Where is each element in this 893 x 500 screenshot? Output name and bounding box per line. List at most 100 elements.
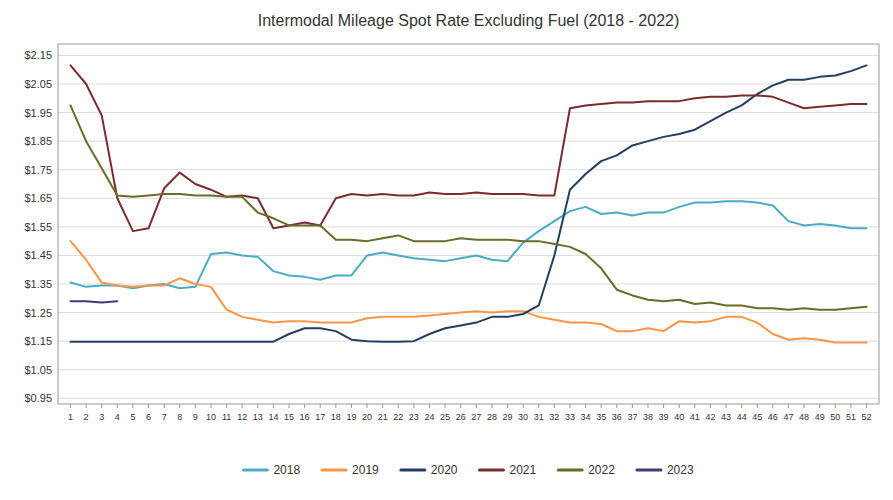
x-tick-label: 47	[783, 412, 793, 422]
x-tick	[367, 404, 368, 408]
legend-swatch	[243, 469, 267, 472]
legend-label: 2018	[273, 463, 300, 477]
x-tick	[850, 404, 851, 408]
x-tick	[70, 404, 71, 408]
x-tick-label: 51	[846, 412, 856, 422]
grid-line	[58, 84, 879, 85]
legend-item: 2021	[480, 463, 537, 477]
x-tick-label: 33	[565, 412, 575, 422]
x-tick	[179, 404, 180, 408]
x-tick	[210, 404, 211, 408]
legend-item: 2020	[401, 463, 458, 477]
grid-line	[58, 112, 879, 113]
x-tick	[320, 404, 321, 408]
lines	[70, 65, 866, 342]
grid-line	[58, 369, 879, 370]
x-tick	[819, 404, 820, 408]
x-tick-label: 42	[705, 412, 715, 422]
legend-label: 2021	[510, 463, 537, 477]
x-tick-label: 30	[518, 412, 528, 422]
x-tick	[507, 404, 508, 408]
series-line	[70, 105, 866, 309]
x-tick-label: 2	[84, 412, 89, 422]
series-line	[70, 65, 866, 341]
x-tick	[101, 404, 102, 408]
grid-line	[58, 226, 879, 227]
x-tick-label: 52	[862, 412, 872, 422]
y-tick-label: $1.25	[24, 307, 52, 319]
x-tick	[273, 404, 274, 408]
x-tick	[195, 404, 196, 408]
x-tick-label: 45	[752, 412, 762, 422]
x-tick	[491, 404, 492, 408]
x-tick	[289, 404, 290, 408]
y-tick-label: $1.85	[24, 135, 52, 147]
y-tick-label: $0.95	[24, 392, 52, 404]
x-tick	[616, 404, 617, 408]
x-tick-label: 23	[409, 412, 419, 422]
y-tick-label: $1.95	[24, 107, 52, 119]
x-tick-label: 19	[346, 412, 356, 422]
x-tick	[132, 404, 133, 408]
x-tick	[835, 404, 836, 408]
legend-swatch	[322, 469, 346, 472]
y-tick-label: $1.65	[24, 192, 52, 204]
series-line	[70, 65, 866, 231]
x-tick-label: 7	[162, 412, 167, 422]
x-tick-label: 48	[799, 412, 809, 422]
x-tick-label: 9	[193, 412, 198, 422]
x-tick	[445, 404, 446, 408]
x-tick-label: 13	[253, 412, 263, 422]
y-tick-label: $1.75	[24, 164, 52, 176]
grid-line	[58, 198, 879, 199]
x-tick	[476, 404, 477, 408]
x-tick-label: 35	[596, 412, 606, 422]
x-tick-label: 32	[549, 412, 559, 422]
series-line	[70, 241, 866, 342]
y-tick-label: $1.45	[24, 249, 52, 261]
grid-line	[58, 55, 879, 56]
x-tick	[226, 404, 227, 408]
x-tick-label: 18	[331, 412, 341, 422]
x-tick-label: 12	[237, 412, 247, 422]
x-tick-label: 20	[362, 412, 372, 422]
x-tick-label: 3	[99, 412, 104, 422]
x-tick-label: 8	[177, 412, 182, 422]
x-tick	[741, 404, 742, 408]
grid-line	[58, 284, 879, 285]
x-axis: 1234567891011121314151617181920212223242…	[68, 404, 872, 422]
x-tick	[554, 404, 555, 408]
title: Intermodal Mileage Spot Rate Excluding F…	[258, 12, 680, 29]
x-tick	[538, 404, 539, 408]
x-tick	[242, 404, 243, 408]
x-tick	[757, 404, 758, 408]
y-tick-label: $2.15	[24, 49, 52, 61]
grid-line	[58, 169, 879, 170]
y-axis: $0.95$1.05$1.15$1.25$1.35$1.45$1.55$1.65…	[24, 49, 52, 404]
x-tick-label: 11	[222, 412, 231, 422]
x-tick	[398, 404, 399, 408]
legend: 201820192020202120222023	[243, 463, 694, 477]
x-tick-label: 10	[206, 412, 216, 422]
x-tick-label: 21	[378, 412, 388, 422]
x-tick	[569, 404, 570, 408]
x-tick	[523, 404, 524, 408]
y-tick-label: $1.55	[24, 221, 52, 233]
x-tick-label: 1	[68, 412, 73, 422]
x-tick	[382, 404, 383, 408]
y-tick-label: $1.05	[24, 364, 52, 376]
chart: Intermodal Mileage Spot Rate Excluding F…	[0, 0, 893, 500]
x-tick	[632, 404, 633, 408]
x-tick	[117, 404, 118, 408]
x-tick	[335, 404, 336, 408]
legend-item: 2023	[637, 463, 694, 477]
x-tick-label: 17	[315, 412, 325, 422]
y-tick-label: $1.35	[24, 278, 52, 290]
x-tick	[413, 404, 414, 408]
x-tick-label: 46	[768, 412, 778, 422]
x-tick	[710, 404, 711, 408]
x-tick-label: 27	[471, 412, 481, 422]
x-tick-label: 40	[674, 412, 684, 422]
x-tick-label: 6	[146, 412, 151, 422]
legend-item: 2022	[558, 463, 615, 477]
